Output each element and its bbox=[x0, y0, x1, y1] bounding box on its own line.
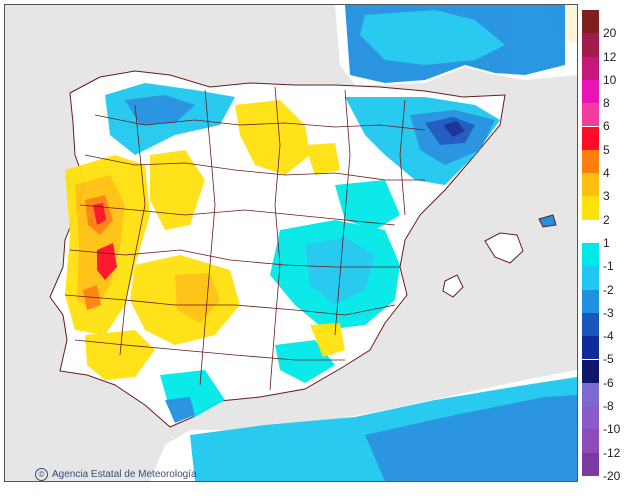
legend-entry: -4 bbox=[582, 312, 630, 343]
legend-swatch bbox=[582, 219, 599, 243]
legend-swatch bbox=[582, 149, 599, 174]
legend-label: 4 bbox=[603, 166, 610, 181]
color-legend: 20 12 10 8 6 5 4 3 2 1 -1 -2 -3 -4 -5 -6 -8 -10 -12 -20 bbox=[582, 10, 630, 483]
legend-entry: -2 bbox=[582, 266, 630, 297]
ibiza-island bbox=[442, 274, 464, 298]
legend-entry: -1 bbox=[582, 243, 630, 273]
anomaly-map-svg bbox=[5, 5, 577, 481]
legend-swatch bbox=[582, 243, 599, 267]
legend-swatch bbox=[582, 452, 599, 476]
menorca-island bbox=[538, 214, 557, 228]
legend-label: 12 bbox=[603, 49, 617, 64]
legend-label: -20 bbox=[603, 468, 621, 483]
legend-label: -2 bbox=[603, 282, 614, 297]
legend-label: -10 bbox=[603, 422, 621, 437]
province-boundaries bbox=[64, 86, 426, 391]
legend-swatch bbox=[582, 289, 599, 313]
legend-swatch bbox=[582, 33, 599, 57]
legend-label: -3 bbox=[603, 305, 614, 320]
legend-swatch bbox=[582, 173, 599, 197]
legend-swatch bbox=[582, 266, 599, 290]
legend-label: 3 bbox=[603, 189, 610, 204]
legend-swatch bbox=[582, 196, 599, 220]
legend-swatch bbox=[582, 103, 599, 127]
legend-entry: -12 bbox=[582, 429, 630, 460]
legend-swatch bbox=[582, 336, 599, 360]
legend-label: 1 bbox=[603, 235, 610, 250]
attribution-text: Agencia Estatal de Meteorología bbox=[52, 469, 197, 480]
legend-entry: -8 bbox=[582, 382, 630, 413]
legend-entry: 10 bbox=[582, 56, 630, 87]
legend-entry: -6 bbox=[582, 359, 630, 390]
legend-entry: 5 bbox=[582, 126, 630, 157]
legend-entry: 6 bbox=[582, 103, 630, 133]
map-canvas[interactable]: © Agencia Estatal de Meteorología bbox=[4, 4, 578, 482]
legend-label: 8 bbox=[603, 96, 610, 111]
legend-entry: 1 bbox=[582, 219, 630, 250]
legend-label: -8 bbox=[603, 399, 614, 414]
legend-swatch bbox=[582, 126, 599, 150]
legend-swatch bbox=[582, 312, 599, 337]
legend-entry: 20 bbox=[582, 10, 630, 40]
legend-label: -4 bbox=[603, 329, 614, 344]
legend-swatch bbox=[582, 56, 599, 80]
legend-label: -12 bbox=[603, 445, 621, 460]
legend-label: 2 bbox=[603, 212, 610, 227]
attribution: © Agencia Estatal de Meteorología bbox=[35, 468, 197, 481]
legend-entry: 12 bbox=[582, 33, 630, 64]
legend-entry: 8 bbox=[582, 79, 630, 110]
legend-label: 20 bbox=[603, 26, 617, 41]
legend-label: -6 bbox=[603, 375, 614, 390]
legend-label: -5 bbox=[603, 352, 614, 367]
legend-entry: -20 bbox=[582, 452, 630, 483]
legend-swatch bbox=[582, 406, 599, 430]
legend-entry: 3 bbox=[582, 173, 630, 203]
legend-label: 5 bbox=[603, 142, 610, 157]
legend-swatch bbox=[582, 382, 599, 407]
legend-swatch bbox=[582, 429, 599, 453]
legend-label: 6 bbox=[603, 119, 610, 134]
legend-entry: 4 bbox=[582, 149, 630, 180]
legend-entry: -3 bbox=[582, 289, 630, 320]
legend-swatch bbox=[582, 79, 599, 104]
legend-swatch bbox=[582, 10, 599, 34]
negative-anomaly-areas bbox=[105, 5, 577, 481]
legend-entry: -5 bbox=[582, 336, 630, 366]
legend-entry: 2 bbox=[582, 196, 630, 227]
legend-label: -1 bbox=[603, 259, 614, 274]
mallorca-island bbox=[484, 232, 524, 264]
aemet-logo-icon: © bbox=[35, 468, 48, 481]
legend-swatch bbox=[582, 359, 599, 383]
legend-entry: -10 bbox=[582, 406, 630, 436]
legend-label: 10 bbox=[603, 72, 617, 87]
